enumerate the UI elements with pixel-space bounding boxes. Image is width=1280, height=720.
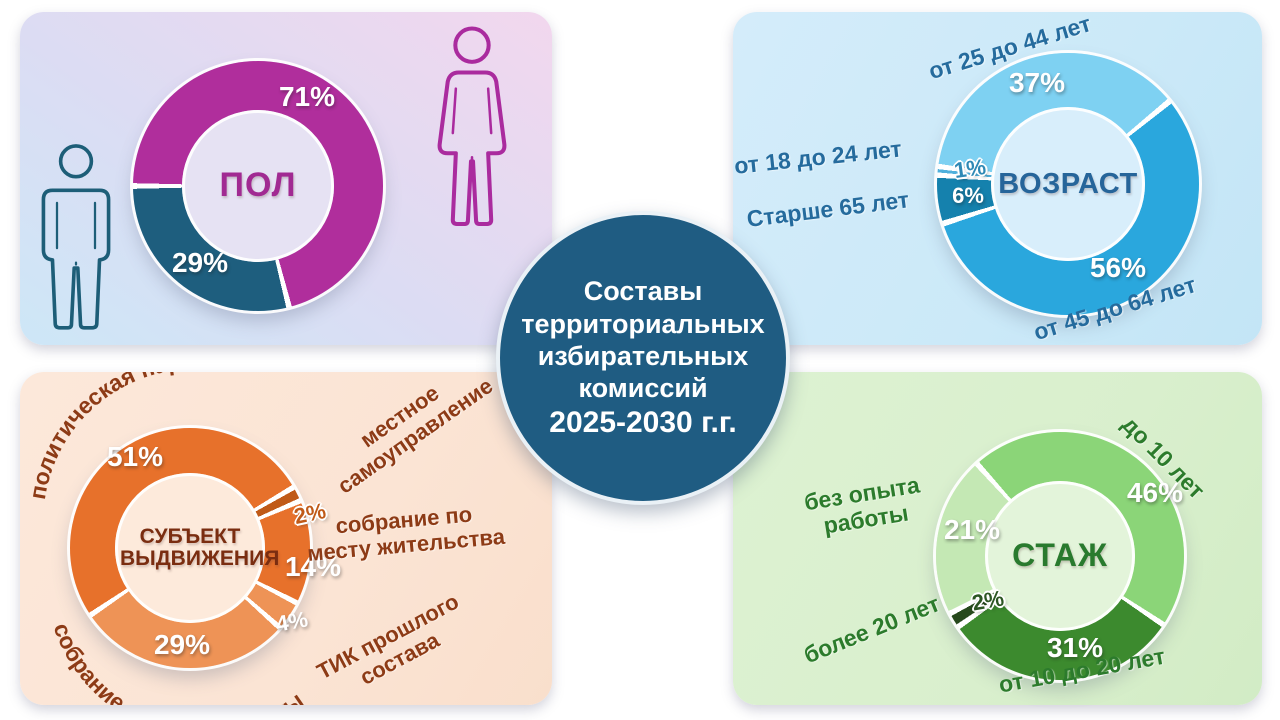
from-10-20y-percent: 31% bbox=[1046, 632, 1104, 663]
age-label-18-24: от 18 до 24 лет bbox=[732, 135, 903, 179]
badge-line: комиссий bbox=[578, 373, 708, 404]
female-figure-icon bbox=[426, 26, 518, 228]
party-percent: 51% bbox=[106, 441, 164, 472]
over-20y-percent: 2% bbox=[970, 585, 1006, 616]
male-figure-icon bbox=[38, 133, 114, 338]
previous-tik-label: ТИК прошлого состава bbox=[312, 588, 463, 690]
previous-tik-percent: 4% bbox=[274, 606, 310, 637]
no-experience-label: без опыта работы bbox=[802, 471, 922, 539]
local-government-label: местное самоуправление bbox=[332, 372, 498, 499]
age-45-64-percent: 56% bbox=[1089, 252, 1147, 283]
gender-female-percent: 71% bbox=[278, 81, 336, 112]
experience-chart-title: СТАЖ bbox=[1012, 537, 1108, 574]
over-20y-label: более 20 лет bbox=[800, 590, 944, 669]
panel-gender: ПОЛ 71% 29% bbox=[20, 12, 552, 345]
badge-line: Составы bbox=[583, 276, 703, 307]
experience-donut-hole: СТАЖ bbox=[985, 481, 1135, 631]
gender-male-percent: 29% bbox=[171, 247, 229, 278]
gender-chart-title: ПОЛ bbox=[219, 166, 297, 205]
badge-line: территориальных bbox=[521, 308, 765, 339]
age-65plus-percent: 6% bbox=[952, 183, 984, 208]
age-25-44-percent: 37% bbox=[1008, 67, 1066, 98]
age-donut-hole: ВОЗРАСТ bbox=[991, 107, 1145, 261]
panel-age: ВОЗРАСТ 37% 1% 6% 56% от 25 до 44 лет от… bbox=[732, 10, 1262, 345]
center-title-badge: Составы территориальных избирательных ко… bbox=[496, 211, 790, 505]
age-chart-title: ВОЗРАСТ bbox=[998, 167, 1138, 200]
panel-nominating-entity: СУБЪЕКТ ВЫДВИЖЕНИЯ 51% 2% 14% 4% 29% пол… bbox=[20, 372, 552, 705]
badge-line: избирательных bbox=[537, 341, 749, 371]
residence-meeting-label: собрание по месту жительства bbox=[306, 501, 506, 566]
age-label-65plus: Старше 65 лет bbox=[745, 186, 911, 232]
panel-experience: СТАЖ 46% 21% 2% 31% без опыта работы до … bbox=[733, 372, 1262, 705]
work-meeting-percent: 29% bbox=[153, 629, 211, 660]
residence-meeting-percent: 14% bbox=[284, 551, 342, 582]
nominating-chart-title: СУБЪЕКТ ВЫДВИЖЕНИЯ bbox=[120, 524, 280, 570]
age-18-24-percent: 1% bbox=[952, 153, 988, 184]
under-10y-percent: 46% bbox=[1126, 477, 1184, 508]
nominating-donut-hole: СУБЪЕКТ ВЫДВИЖЕНИЯ bbox=[115, 473, 280, 623]
no-experience-percent: 21% bbox=[943, 514, 1001, 545]
badge-years-line: 2025-2030 г.г. bbox=[549, 405, 737, 439]
gender-donut-hole: ПОЛ bbox=[182, 110, 334, 262]
